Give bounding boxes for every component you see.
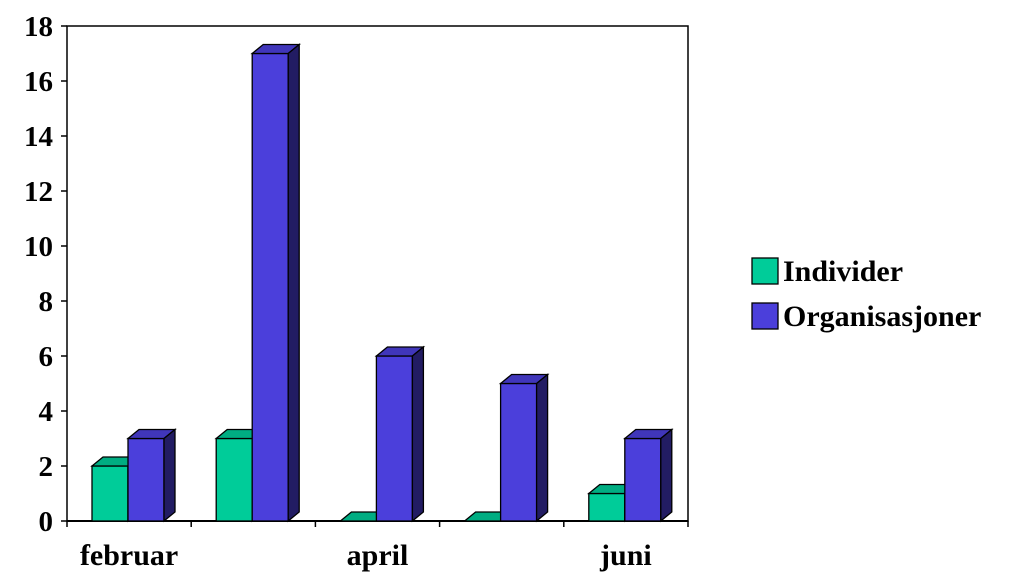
legend-label: Organisasjoner <box>783 300 981 333</box>
bar-front <box>624 437 662 522</box>
bars <box>90 43 674 523</box>
y-tick-label: 4 <box>39 396 54 428</box>
y-tick-label: 14 <box>24 121 53 153</box>
bar-side <box>660 428 673 523</box>
bar-front <box>588 492 626 522</box>
bar-individer-februar <box>90 455 141 523</box>
bar-front <box>215 437 253 522</box>
bar-front <box>375 355 414 522</box>
x-axis-labels: februar april juni <box>80 539 652 572</box>
bar-side <box>287 43 300 523</box>
legend-label: Individer <box>783 255 903 288</box>
bar-organisasjoner-juni <box>622 428 674 523</box>
x-tick-label: februar <box>80 539 178 572</box>
legend-item-organisasjoner: Organisasjoner <box>751 300 981 333</box>
legend-swatch <box>751 257 779 285</box>
x-tick-label: juni <box>599 539 652 572</box>
y-tick-label: 18 <box>24 11 53 43</box>
bar-side <box>535 373 549 523</box>
bar-front <box>499 382 538 522</box>
bar-organisasjoner-mars <box>250 43 302 523</box>
x-tick-label: april <box>347 539 409 572</box>
y-tick-label: 8 <box>39 286 54 318</box>
legend: Individer Organisasjoner <box>751 255 981 333</box>
y-tick-label: 12 <box>24 176 53 208</box>
y-tick-label: 6 <box>39 341 54 373</box>
legend-swatch <box>751 302 779 330</box>
bar-front <box>91 465 129 522</box>
bar-front <box>251 52 289 522</box>
bar-side <box>163 428 176 523</box>
y-tick-label: 2 <box>39 451 54 483</box>
bar-organisasjoner-april <box>374 345 426 523</box>
legend-item-individer: Individer <box>751 255 903 288</box>
bar-organisasjoner-februar <box>126 428 177 523</box>
y-axis-ticks: 0 2 4 6 8 10 12 14 16 18 <box>24 11 67 538</box>
y-tick-label: 0 <box>39 506 54 538</box>
y-tick-label: 10 <box>24 231 53 263</box>
y-tick-label: 16 <box>24 66 53 98</box>
bar-side <box>411 345 425 523</box>
bar-front <box>127 437 165 522</box>
bar-organisasjoner-mai <box>498 373 550 523</box>
